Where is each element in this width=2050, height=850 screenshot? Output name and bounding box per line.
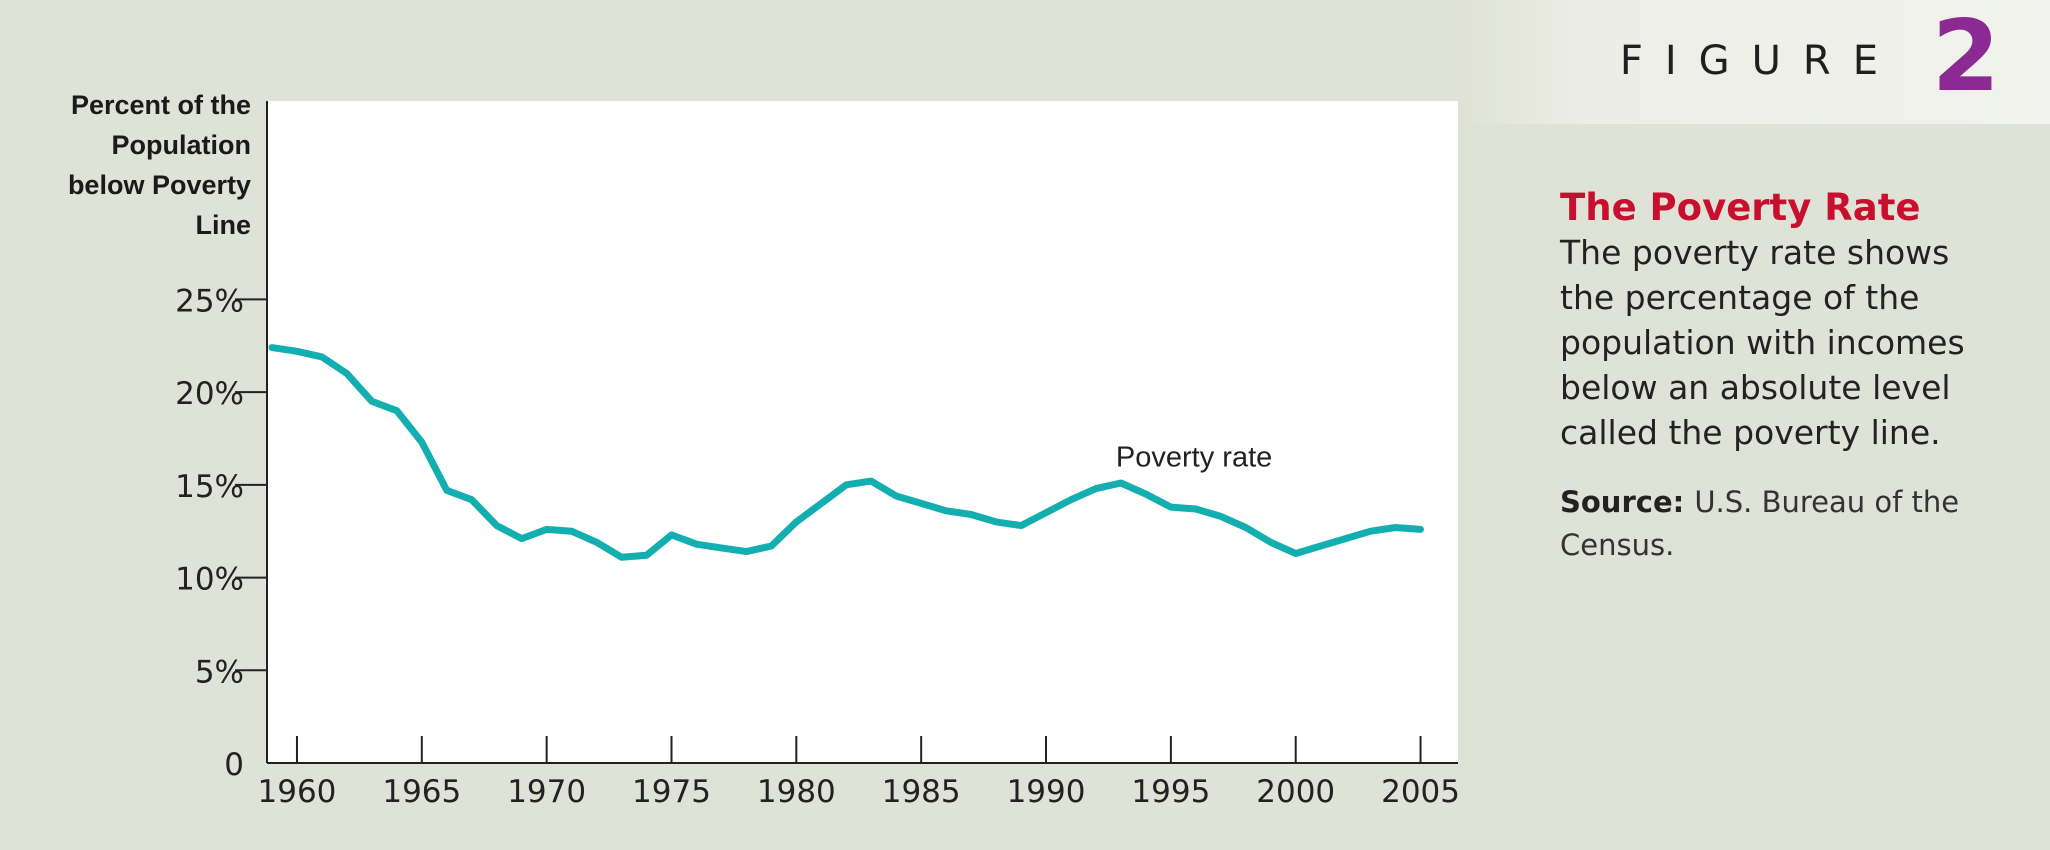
data-point [495, 524, 499, 528]
data-point [345, 372, 349, 376]
y-tick-label: 20% [175, 376, 244, 412]
caption-source: Source: U.S. Bureau of the Census. [1560, 481, 2000, 567]
data-point [395, 409, 399, 413]
x-tick-label: 1965 [382, 774, 461, 810]
data-point [1344, 537, 1348, 541]
poverty-rate-chart: Percent of the Population below Poverty Lin… [68, 90, 1460, 810]
data-point [719, 546, 723, 550]
data-point [570, 529, 574, 533]
data-point [1094, 487, 1098, 491]
x-tick-label: 1975 [632, 774, 711, 810]
figure-label: FIGURE [1619, 38, 1900, 84]
data-point [1319, 544, 1323, 548]
data-point [445, 488, 449, 492]
caption-title: The Poverty Rate [1560, 186, 1921, 229]
data-point [270, 346, 274, 350]
x-tick-label: 1985 [882, 774, 961, 810]
data-point [919, 501, 923, 505]
data-point [1119, 481, 1123, 485]
figure-badge: FIGURE 2 [1460, 0, 2050, 124]
y-tick-label: 15% [175, 469, 244, 505]
data-point [869, 479, 873, 483]
data-point [844, 483, 848, 487]
data-point [994, 520, 998, 524]
data-point [645, 553, 648, 557]
data-point [295, 349, 299, 353]
x-tick-label: 1960 [258, 774, 337, 810]
caption-body: The poverty rate shows the percentage of… [1560, 233, 1965, 453]
y-tick-label: 25% [175, 283, 244, 319]
figure-caption: The Poverty Rate The poverty rate shows … [1560, 186, 2000, 567]
data-point [819, 501, 823, 505]
data-point [695, 542, 698, 546]
y-axis-label-line: below Poverty [68, 170, 251, 200]
data-point [794, 520, 798, 524]
x-tick-label: 1970 [507, 774, 586, 810]
source-text: U.S. Bureau of the Census. [1560, 485, 1960, 563]
data-point [545, 527, 549, 531]
data-point [520, 537, 524, 541]
data-point [969, 513, 973, 516]
data-point [944, 509, 948, 513]
y-tick-label: 5% [195, 654, 244, 690]
data-point [1194, 507, 1198, 511]
data-point [1019, 524, 1023, 528]
data-point [1394, 526, 1398, 529]
y-axis-label: Percent of the Population below Poverty Lin… [68, 90, 251, 240]
data-point [470, 498, 474, 502]
x-tick-label: 1980 [757, 774, 836, 810]
data-point [595, 540, 599, 544]
data-point [1294, 552, 1298, 555]
series-group [268, 344, 1424, 561]
x-tick-label: 2005 [1381, 774, 1460, 810]
data-point [769, 544, 773, 548]
data-point [320, 355, 324, 359]
y-axis-label-line: Percent of the [71, 90, 251, 120]
data-point [620, 555, 624, 559]
data-point [1144, 492, 1148, 496]
data-point [1044, 511, 1048, 515]
data-point [1369, 529, 1373, 533]
annotations: Poverty rate [1116, 441, 1272, 473]
data-point [420, 440, 424, 444]
x-tick-label: 1995 [1131, 774, 1210, 810]
data-point [744, 550, 748, 554]
data-point [370, 399, 374, 403]
y-tick-label: 0 [224, 747, 244, 783]
data-point [1269, 540, 1273, 544]
data-point [1169, 505, 1173, 509]
data-point [1069, 498, 1073, 502]
x-tick-label: 1990 [1007, 774, 1086, 810]
x-tick-label: 2000 [1256, 774, 1335, 810]
source-label: Source: [1560, 485, 1695, 520]
data-point [1419, 527, 1422, 531]
series-annotation-label: Poverty rate [1116, 441, 1272, 473]
data-point [894, 494, 898, 498]
y-tick-label: 10% [175, 562, 244, 598]
data-point [1244, 526, 1248, 529]
y-axis-label-line: Population [112, 130, 251, 160]
y-axis-label-line: Line [195, 210, 251, 240]
data-point [1219, 514, 1223, 518]
axis-ticks: 0 5% 10% 15% 20% 25% 1960 1965 1970 1975 1980 1985 1… [175, 283, 1460, 810]
plot-area [267, 101, 1458, 763]
figure-number: 2 [1931, 0, 2000, 114]
data-point [670, 533, 673, 537]
